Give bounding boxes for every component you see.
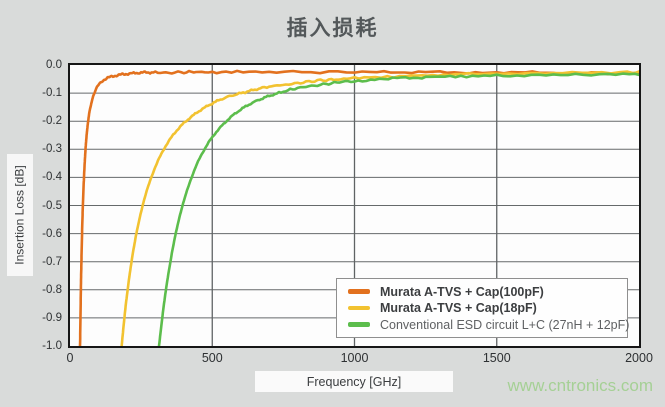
legend-label: Murata A-TVS + Cap(18pF) <box>380 301 537 315</box>
legend-row: Murata A-TVS + Cap(18pF) <box>348 301 619 316</box>
x-tick-label: 1000 <box>340 351 369 365</box>
y-tick-label: 0.0 <box>46 59 62 71</box>
y-tick-label: -1.0 <box>42 340 62 352</box>
legend-line-swatch <box>348 322 370 327</box>
y-tick-label: -0.1 <box>42 87 62 100</box>
x-tick-label: 2000 <box>625 351 653 365</box>
legend-row: Murata A-TVS + Cap(100pF) <box>348 284 619 299</box>
y-tick-label: -0.5 <box>42 199 62 212</box>
y-tick-label: -0.2 <box>42 115 62 128</box>
x-tick-label: 500 <box>201 351 223 365</box>
y-axis-label: Insertion Loss [dB] <box>7 154 33 276</box>
series-curve <box>78 69 639 346</box>
chart-title: 插入损耗 <box>286 17 379 40</box>
series-curve <box>157 72 639 346</box>
plot-svg <box>70 65 639 346</box>
y-tick-label: -0.6 <box>42 227 62 240</box>
legend-label: Conventional ESD circuit L+C (27nH + 12p… <box>380 317 630 332</box>
y-tick-label: -0.9 <box>42 311 62 324</box>
legend-label: Murata A-TVS + Cap(100pF) <box>380 284 544 299</box>
x-tick-label: 0 <box>66 351 74 365</box>
y-tick-label: -0.7 <box>42 255 62 268</box>
x-axis-label: Frequency [GHz] <box>255 371 453 392</box>
y-tick-label: -0.8 <box>42 283 62 296</box>
legend-line-swatch <box>348 289 370 294</box>
y-tick-label: -0.4 <box>42 171 62 184</box>
y-tick-label: -0.3 <box>42 143 62 156</box>
legend-row: Conventional ESD circuit L+C (27nH + 12p… <box>348 317 629 332</box>
legend: Murata A-TVS + Cap(100pF) Murata A-TVS + … <box>336 278 629 338</box>
watermark: www.cntronics.com <box>507 376 653 395</box>
x-tick-label: 1500 <box>482 351 511 365</box>
legend-line-swatch <box>348 305 370 311</box>
series-curve <box>120 70 639 346</box>
